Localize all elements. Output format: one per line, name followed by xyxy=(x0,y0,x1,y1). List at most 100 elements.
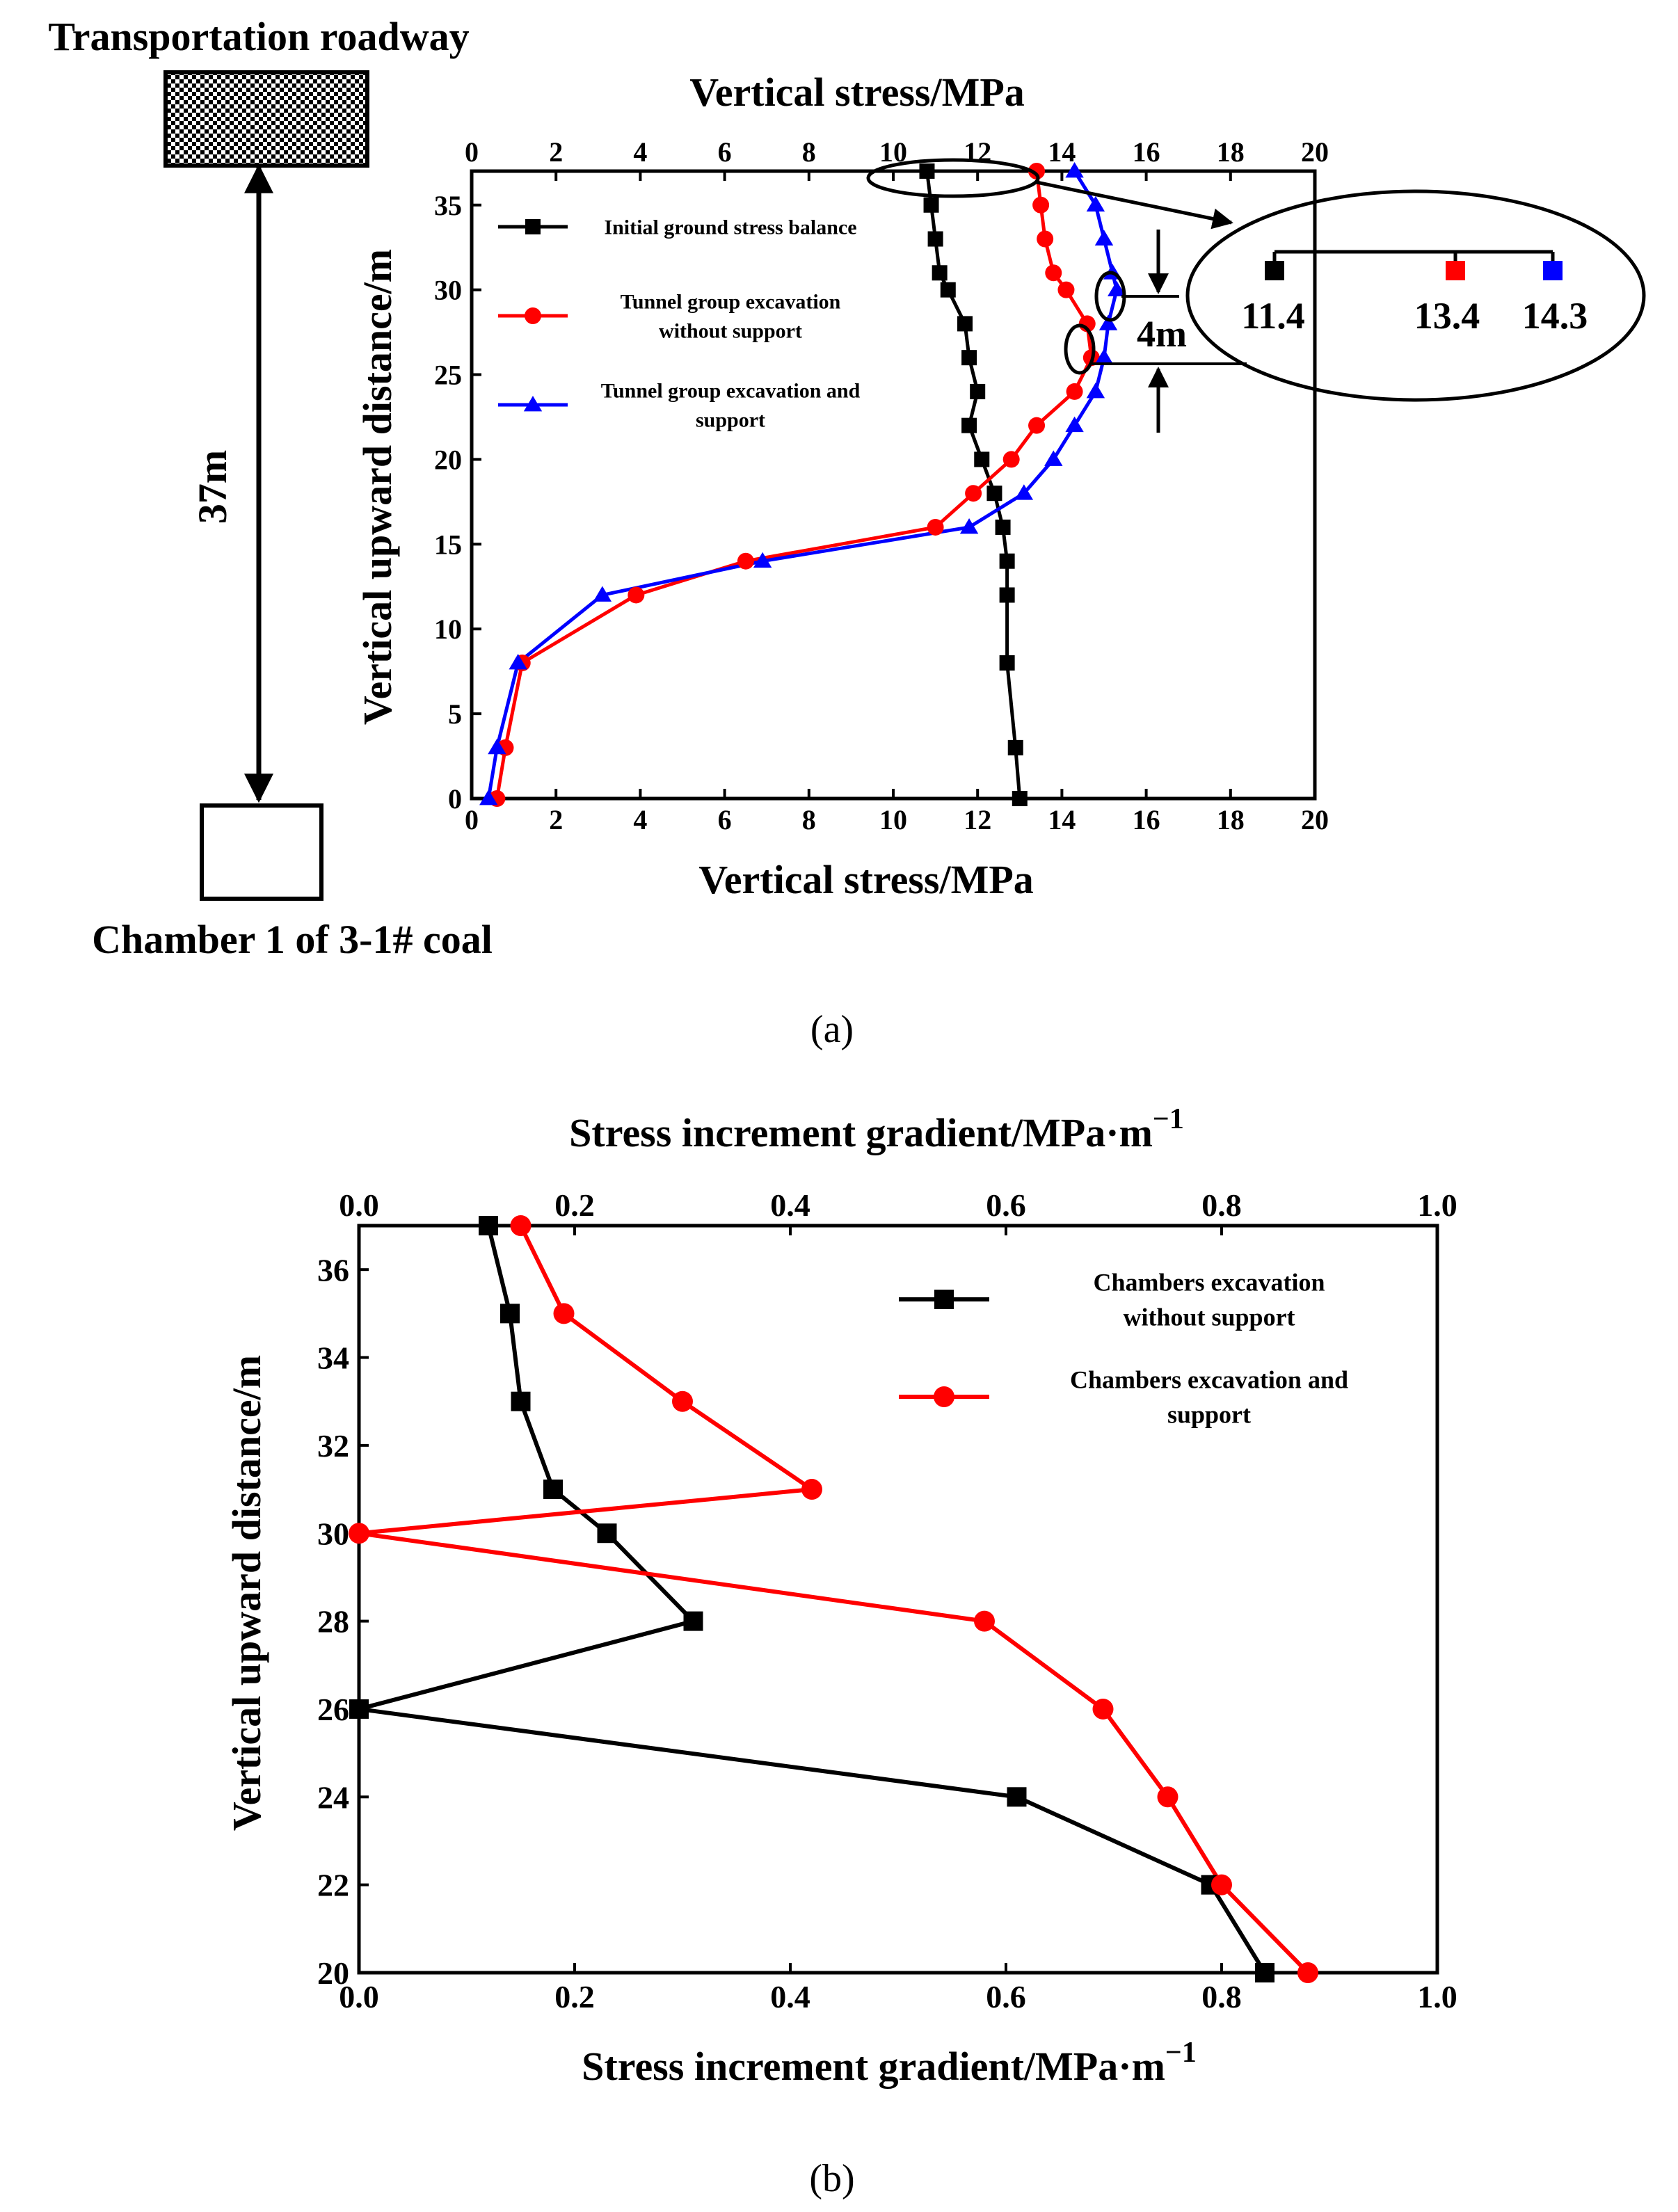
x-top-tick-label: 0.2 xyxy=(554,1187,595,1223)
x-top-tick-label: 0.0 xyxy=(339,1187,379,1223)
x-tick-label: 0.0 xyxy=(339,1979,379,2014)
roadway-block xyxy=(163,70,369,168)
top-axis-label-a: Vertical stress/MPa xyxy=(689,70,1025,115)
x-top-tick-label: 0.6 xyxy=(986,1187,1026,1223)
data-point-series-2 xyxy=(927,518,944,536)
x-tick-label: 8 xyxy=(802,804,816,835)
x-tick-label: 12 xyxy=(964,804,991,835)
top-axis-label-b: Stress increment gradient/MPa·m−1 xyxy=(569,1103,1184,1155)
callout-pointer xyxy=(1036,180,1233,230)
callout-value-no-support: 13.4 xyxy=(1414,295,1480,337)
data-point-series-1 xyxy=(479,1216,498,1235)
data-point-series-2 xyxy=(1028,417,1046,434)
data-point-series-1 xyxy=(961,417,977,433)
data-point-series-2 xyxy=(1045,264,1062,282)
schematic: Transportation roadway 37m Chamber 1 of … xyxy=(48,14,492,962)
x-tick-label: 2 xyxy=(549,804,563,835)
y-tick-label: 35 xyxy=(434,190,462,221)
y-tick-label: 30 xyxy=(434,275,462,306)
data-point-series-1 xyxy=(1007,1787,1027,1807)
data-point-series-2 xyxy=(349,1523,369,1544)
x-axis-label-a: Vertical stress/MPa xyxy=(698,857,1034,902)
legend-marker-2 xyxy=(934,1386,954,1407)
y-tick-label: 30 xyxy=(317,1516,349,1551)
y-tick-label: 0 xyxy=(448,783,462,815)
legend-label-1: Initial ground stress balance xyxy=(604,216,856,239)
data-point-series-2 xyxy=(965,485,982,502)
legend-marker-2 xyxy=(525,307,541,324)
y-tick-label: 36 xyxy=(317,1252,349,1288)
data-point-series-2 xyxy=(628,586,645,604)
data-point-series-3 xyxy=(509,654,527,670)
x-tick-label: 0.6 xyxy=(986,1979,1026,2014)
data-point-series-2 xyxy=(553,1303,575,1324)
callout-marker-red xyxy=(1446,261,1465,280)
legend-label-3: support xyxy=(696,409,765,432)
x-tick-label: 0 xyxy=(465,804,479,835)
data-point-series-1 xyxy=(995,519,1011,535)
chamber-label: Chamber 1 of 3-1# coal xyxy=(92,917,493,962)
legend-marker-1 xyxy=(525,219,541,234)
data-point-series-1 xyxy=(986,486,1002,502)
caption-a: (a) xyxy=(810,1008,854,1051)
data-point-series-1 xyxy=(957,316,973,332)
data-point-series-2 xyxy=(1032,196,1050,214)
data-point-series-3 xyxy=(1086,195,1105,212)
x-tick-label: 0.2 xyxy=(554,1979,595,2014)
data-point-series-3 xyxy=(1065,162,1084,178)
y-axis-label-a: Vertical upward distance/m xyxy=(355,249,400,725)
data-point-series-2 xyxy=(1157,1786,1178,1808)
legend-label-2: Tunnel group excavation xyxy=(621,291,841,314)
chart-vertical-stress: 0022446688101012121414161618182020051015… xyxy=(355,70,1329,902)
legend-label-2: support xyxy=(1167,1401,1251,1429)
data-point-series-1 xyxy=(932,265,948,281)
data-point-series-1 xyxy=(683,1611,703,1631)
data-point-series-3 xyxy=(593,586,612,602)
callout-marker-blue xyxy=(1543,261,1563,280)
x-top-tick-label: 0.4 xyxy=(770,1187,810,1223)
x-top-tick-label: 20 xyxy=(1301,136,1329,168)
data-point-series-2 xyxy=(1211,1874,1232,1896)
data-point-series-1 xyxy=(961,350,977,366)
data-point-series-3 xyxy=(1107,280,1126,297)
data-point-series-3 xyxy=(1094,348,1114,364)
data-point-series-1 xyxy=(940,282,956,298)
legend-marker-1 xyxy=(934,1290,954,1309)
data-point-series-3 xyxy=(488,738,506,755)
y-tick-label: 20 xyxy=(317,1955,349,1991)
ticks-a: 0022446688101012121414161618182020051015… xyxy=(434,136,1329,835)
y-tick-label: 15 xyxy=(434,529,462,560)
callout-value-initial: 11.4 xyxy=(1241,295,1305,337)
callout: 11.4 13.4 14.3 4m xyxy=(866,158,1646,433)
ticks-b: 0.0 0.0 0.2 0.2 0.4 0.4 0.6 0.6 0.8 0.8 1.0 1.0 20 22… xyxy=(317,1187,1457,2014)
data-point-series-1 xyxy=(974,451,990,467)
plot-frame-b xyxy=(357,1224,1439,1975)
series-line-3 xyxy=(486,170,1119,799)
x-top-tick-label: 0.8 xyxy=(1201,1187,1242,1223)
x-tick-label: 16 xyxy=(1133,804,1160,835)
x-top-tick-label: 2 xyxy=(549,136,563,168)
legend-marker-3 xyxy=(523,396,543,412)
data-point-series-3 xyxy=(479,790,498,806)
data-point-series-1 xyxy=(1012,791,1028,806)
legend-label-1: Chambers excavation xyxy=(1094,1269,1325,1297)
x-tick-label: 0.8 xyxy=(1201,1979,1242,2014)
x-top-tick-label: 14 xyxy=(1048,136,1076,168)
data-point-series-1 xyxy=(1007,739,1023,755)
x-tick-label: 0.4 xyxy=(770,1979,810,2014)
data-point-series-2 xyxy=(672,1390,693,1412)
data-point-series-1 xyxy=(923,197,939,213)
data-point-series-2 xyxy=(1297,1962,1318,1983)
transportation-roadway-label: Transportation roadway xyxy=(48,14,469,59)
data-point-series-2 xyxy=(510,1215,532,1236)
x-top-tick-label: 16 xyxy=(1133,136,1160,168)
data-point-series-2 xyxy=(1066,383,1083,400)
callout-marker-black xyxy=(1265,261,1284,280)
data-point-series-2 xyxy=(1057,281,1075,298)
data-point-series-1 xyxy=(970,383,986,399)
y-tick-label: 34 xyxy=(317,1340,349,1376)
series-line-2 xyxy=(357,1224,1310,1975)
series-markers-a xyxy=(479,162,1126,807)
data-point-series-3 xyxy=(1065,416,1084,433)
